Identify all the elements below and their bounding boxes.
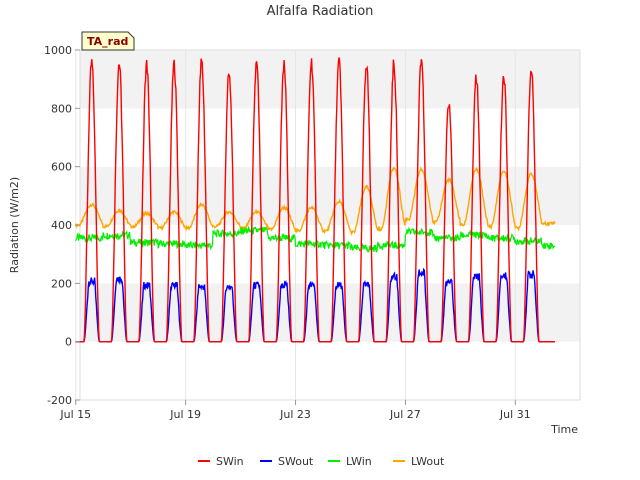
grid-band	[80, 108, 580, 167]
series-layer	[75, 57, 556, 343]
x-tick-label: Jul 23	[279, 408, 311, 421]
x-axis-label: Time	[550, 423, 578, 436]
grid-band	[80, 50, 580, 109]
x-tick-label: Jul 31	[499, 408, 531, 421]
series-line-lwin	[75, 225, 556, 254]
legend-label-swin: SWin	[216, 455, 244, 468]
y-ticks: -200 0 200 400 600 800 1000	[44, 44, 80, 407]
x-tick-label: Jul 15	[59, 408, 91, 421]
badge-shape	[81, 31, 135, 51]
legend-label-swout: SWout	[278, 455, 314, 468]
y-tick-label: 800	[51, 102, 72, 115]
x-tick-label: Jul 19	[169, 408, 201, 421]
y-tick-label: 200	[51, 277, 72, 290]
y-tick-label: 0	[65, 336, 72, 349]
y-tick-label: 400	[51, 219, 72, 232]
grid-band	[80, 341, 580, 400]
grid-band	[80, 166, 580, 225]
x-ticks: Jul 15 Jul 19 Jul 23 Jul 27 Jul 31	[59, 400, 531, 421]
y-tick-label: -200	[47, 394, 72, 407]
plot-background	[80, 50, 580, 400]
legend-label-lwin: LWin	[346, 455, 372, 468]
y-tick-label: 1000	[44, 44, 72, 57]
chart-title: Alfalfa Radiation	[267, 4, 374, 19]
badge-label: TA_rad	[87, 35, 128, 48]
ta-rad-badge: TA_rad	[81, 31, 135, 51]
legend-label-lwout: LWout	[411, 455, 445, 468]
series-line-swin	[75, 57, 555, 343]
legend: SWin SWout LWin LWout	[198, 455, 445, 468]
grid-band	[80, 283, 580, 342]
x-tick-label: Jul 27	[389, 408, 421, 421]
y-axis-label: Radiation (W/m2)	[8, 177, 21, 273]
y-tick-label: 600	[51, 161, 72, 174]
